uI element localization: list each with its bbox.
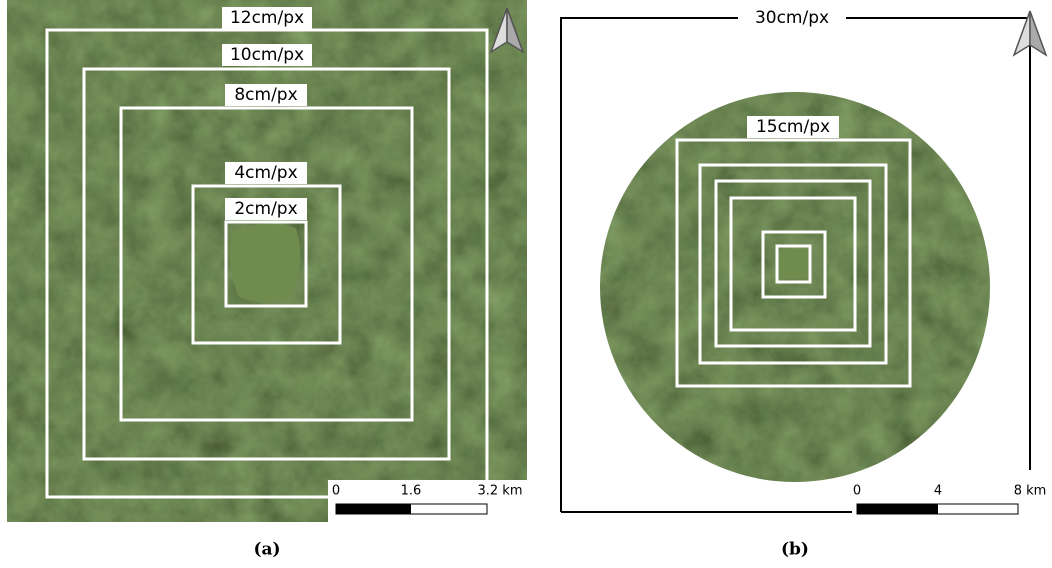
panel-b: 30cm/px 15cm/px 0 4 8 km (b): [561, 8, 1046, 560]
scale-label: 0: [853, 484, 861, 499]
resolution-label: 10cm/px: [230, 45, 304, 65]
scale-label: 0: [332, 484, 340, 499]
scale-label: 3.2 km: [478, 484, 523, 499]
caption: (a): [253, 540, 280, 560]
scale-label: 1.6: [401, 484, 422, 499]
scale-label: 8 km: [1014, 484, 1047, 499]
scale-label: 4: [934, 484, 942, 499]
figure: 12cm/px 10cm/px 8cm/px 4cm/px 2cm/px 0 1…: [0, 0, 1052, 568]
survey-area: [780, 249, 808, 279]
survey-area: [230, 224, 300, 303]
resolution-label: 15cm/px: [756, 117, 830, 137]
caption: (b): [781, 540, 809, 560]
resolution-label: 30cm/px: [755, 8, 829, 28]
panel-a: 12cm/px 10cm/px 8cm/px 4cm/px 2cm/px 0 1…: [7, 0, 527, 560]
resolution-label: 4cm/px: [234, 163, 297, 183]
resolution-label: 8cm/px: [234, 85, 297, 105]
resolution-label: 2cm/px: [234, 199, 297, 219]
resolution-label: 12cm/px: [230, 8, 304, 28]
